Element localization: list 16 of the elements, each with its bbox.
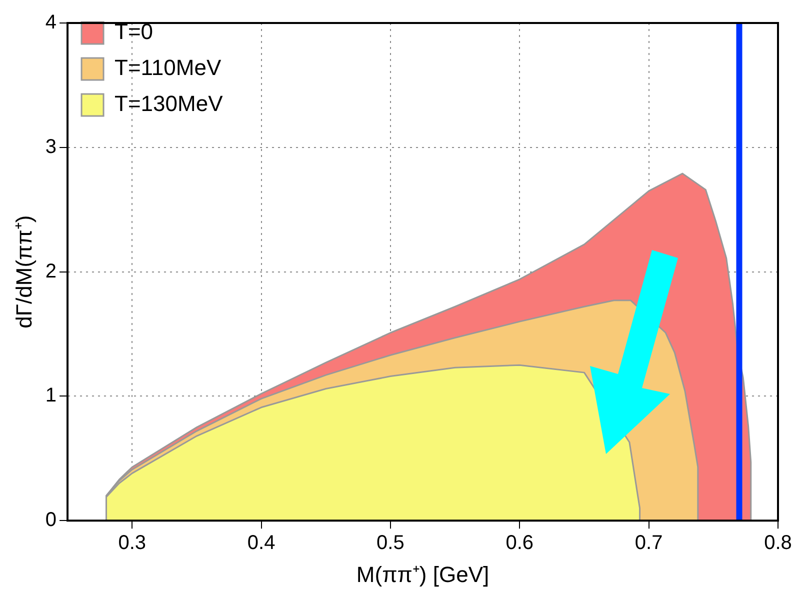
x-tick-label: 0.6 xyxy=(506,532,534,554)
legend-label: T=0 xyxy=(114,19,154,44)
x-tick-label: 0.5 xyxy=(376,532,404,554)
x-axis-title: M(ππ⁺) [GeV] xyxy=(356,562,490,587)
y-tick-label: 3 xyxy=(45,136,57,158)
x-tick-label: 0.4 xyxy=(247,532,276,554)
x-tick-label: 0.8 xyxy=(764,532,792,554)
x-tick-label: 0.3 xyxy=(118,532,146,554)
legend-label: T=110MeV xyxy=(114,55,222,80)
y-tick-label: 0 xyxy=(45,509,57,532)
x-tick-label: 0.7 xyxy=(634,532,663,554)
y-tick-label: 2 xyxy=(45,260,57,282)
y-tick-label: 4 xyxy=(45,12,57,34)
y-tick-label: 1 xyxy=(45,384,57,407)
y-axis-title: dΓ/dM(ππ⁺) xyxy=(11,215,36,328)
legend-label: T=130MeV xyxy=(114,91,224,116)
